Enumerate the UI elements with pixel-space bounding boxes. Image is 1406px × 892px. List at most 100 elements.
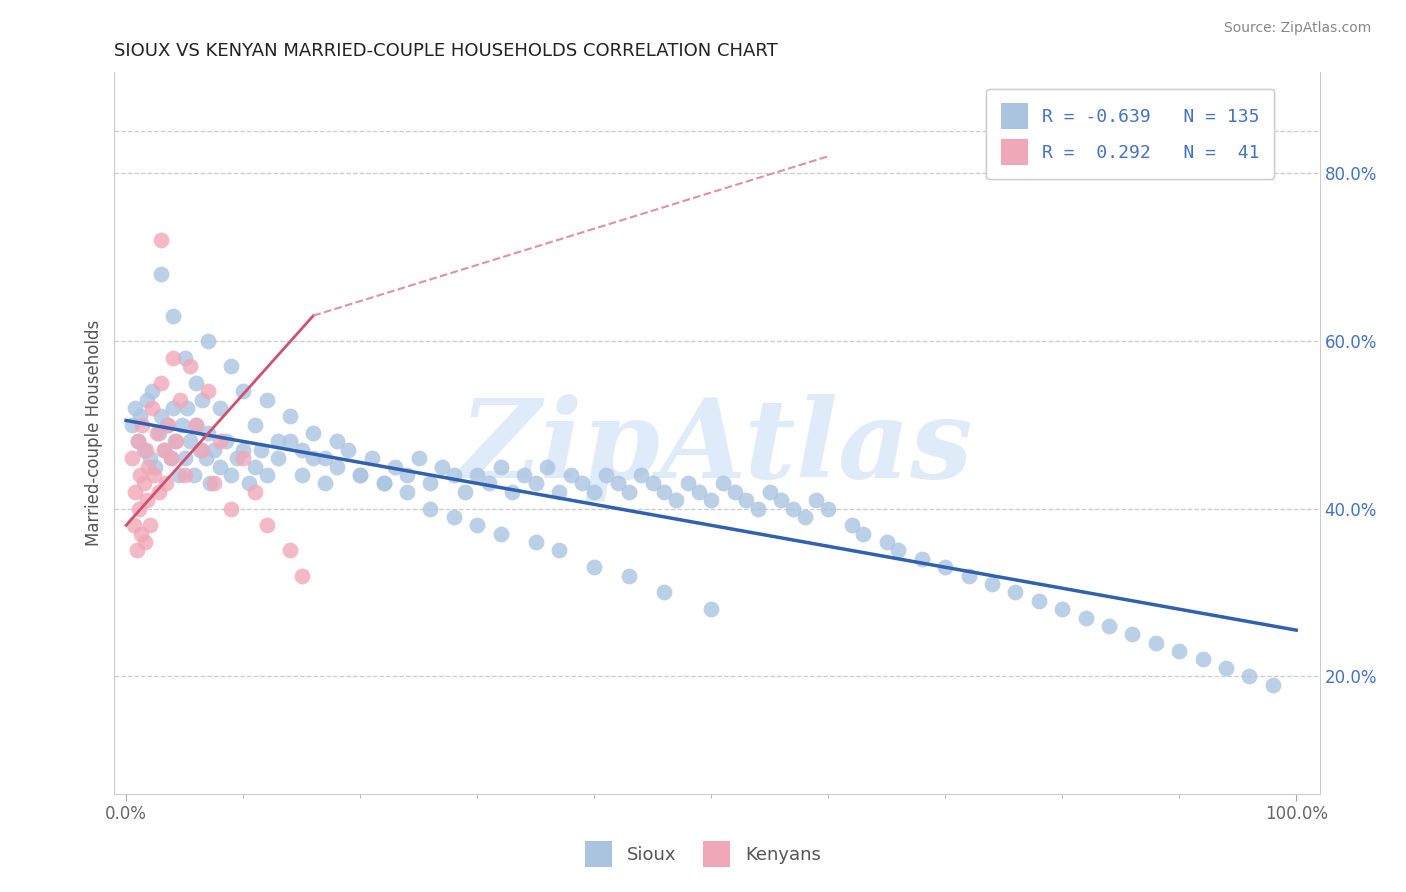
Point: [172, 417, 194, 432]
Point: [150, 233, 173, 247]
Point: [630, 467, 652, 482]
Point: [349, 467, 371, 482]
Point: [747, 501, 769, 516]
Point: [1028, 594, 1050, 608]
Point: [454, 484, 477, 499]
Point: [127, 434, 149, 449]
Point: [208, 434, 231, 449]
Point: [143, 467, 166, 482]
Point: [238, 476, 260, 491]
Point: [841, 518, 863, 533]
Point: [548, 543, 571, 558]
Point: [167, 467, 190, 482]
Point: [478, 476, 501, 491]
Y-axis label: Married-couple Households: Married-couple Households: [86, 320, 103, 546]
Point: [138, 518, 160, 533]
Point: [314, 476, 336, 491]
Point: [132, 442, 155, 457]
Point: [162, 401, 184, 415]
Point: [152, 442, 174, 457]
Point: [145, 425, 167, 440]
Point: [1239, 669, 1261, 683]
Point: [162, 351, 184, 365]
Point: [291, 467, 314, 482]
Point: [197, 384, 219, 398]
Point: [197, 425, 219, 440]
Point: [129, 467, 152, 482]
Point: [443, 467, 465, 482]
Point: [595, 467, 617, 482]
Point: [384, 459, 406, 474]
Point: [131, 417, 153, 432]
Point: [619, 484, 641, 499]
Point: [654, 484, 676, 499]
Point: [793, 510, 815, 524]
Point: [135, 442, 157, 457]
Point: [291, 442, 314, 457]
Point: [121, 417, 143, 432]
Point: [267, 451, 290, 466]
Point: [700, 602, 723, 616]
Point: [278, 409, 301, 424]
Point: [221, 359, 243, 373]
Point: [169, 392, 191, 407]
Point: [157, 417, 180, 432]
Point: [128, 501, 150, 516]
Point: [256, 467, 278, 482]
Point: [202, 442, 225, 457]
Point: [136, 392, 159, 407]
Legend: R = -0.639   N = 135, R =  0.292   N =  41: R = -0.639 N = 135, R = 0.292 N = 41: [987, 88, 1274, 179]
Point: [214, 434, 236, 449]
Point: [136, 493, 159, 508]
Point: [121, 451, 143, 466]
Point: [583, 560, 606, 574]
Point: [711, 476, 734, 491]
Point: [676, 476, 699, 491]
Point: [911, 552, 934, 566]
Point: [536, 459, 558, 474]
Point: [173, 467, 195, 482]
Point: [179, 359, 201, 373]
Point: [208, 401, 231, 415]
Point: [243, 484, 266, 499]
Point: [758, 484, 780, 499]
Point: [267, 434, 290, 449]
Point: [148, 425, 170, 440]
Point: [221, 467, 243, 482]
Point: [162, 309, 184, 323]
Point: [465, 518, 488, 533]
Point: [560, 467, 582, 482]
Point: [957, 568, 980, 582]
Point: [524, 476, 547, 491]
Point: [226, 451, 249, 466]
Point: [337, 442, 360, 457]
Point: [1074, 610, 1097, 624]
Point: [159, 451, 181, 466]
Point: [127, 434, 149, 449]
Point: [665, 493, 688, 508]
Point: [165, 434, 187, 449]
Legend: Sioux, Kenyans: Sioux, Kenyans: [578, 834, 828, 874]
Point: [148, 484, 170, 499]
Point: [200, 476, 222, 491]
Point: [1144, 636, 1167, 650]
Point: [129, 409, 152, 424]
Point: [876, 535, 898, 549]
Point: [360, 451, 382, 466]
Point: [1121, 627, 1143, 641]
Point: [150, 267, 173, 281]
Point: [548, 484, 571, 499]
Point: [156, 417, 179, 432]
Point: [1098, 619, 1121, 633]
Point: [395, 484, 418, 499]
Point: [152, 442, 174, 457]
Point: [782, 501, 804, 516]
Point: [145, 459, 167, 474]
Point: [419, 476, 441, 491]
Point: [134, 535, 156, 549]
Point: [302, 425, 325, 440]
Point: [208, 459, 231, 474]
Point: [141, 384, 163, 398]
Point: [173, 351, 195, 365]
Point: [1050, 602, 1073, 616]
